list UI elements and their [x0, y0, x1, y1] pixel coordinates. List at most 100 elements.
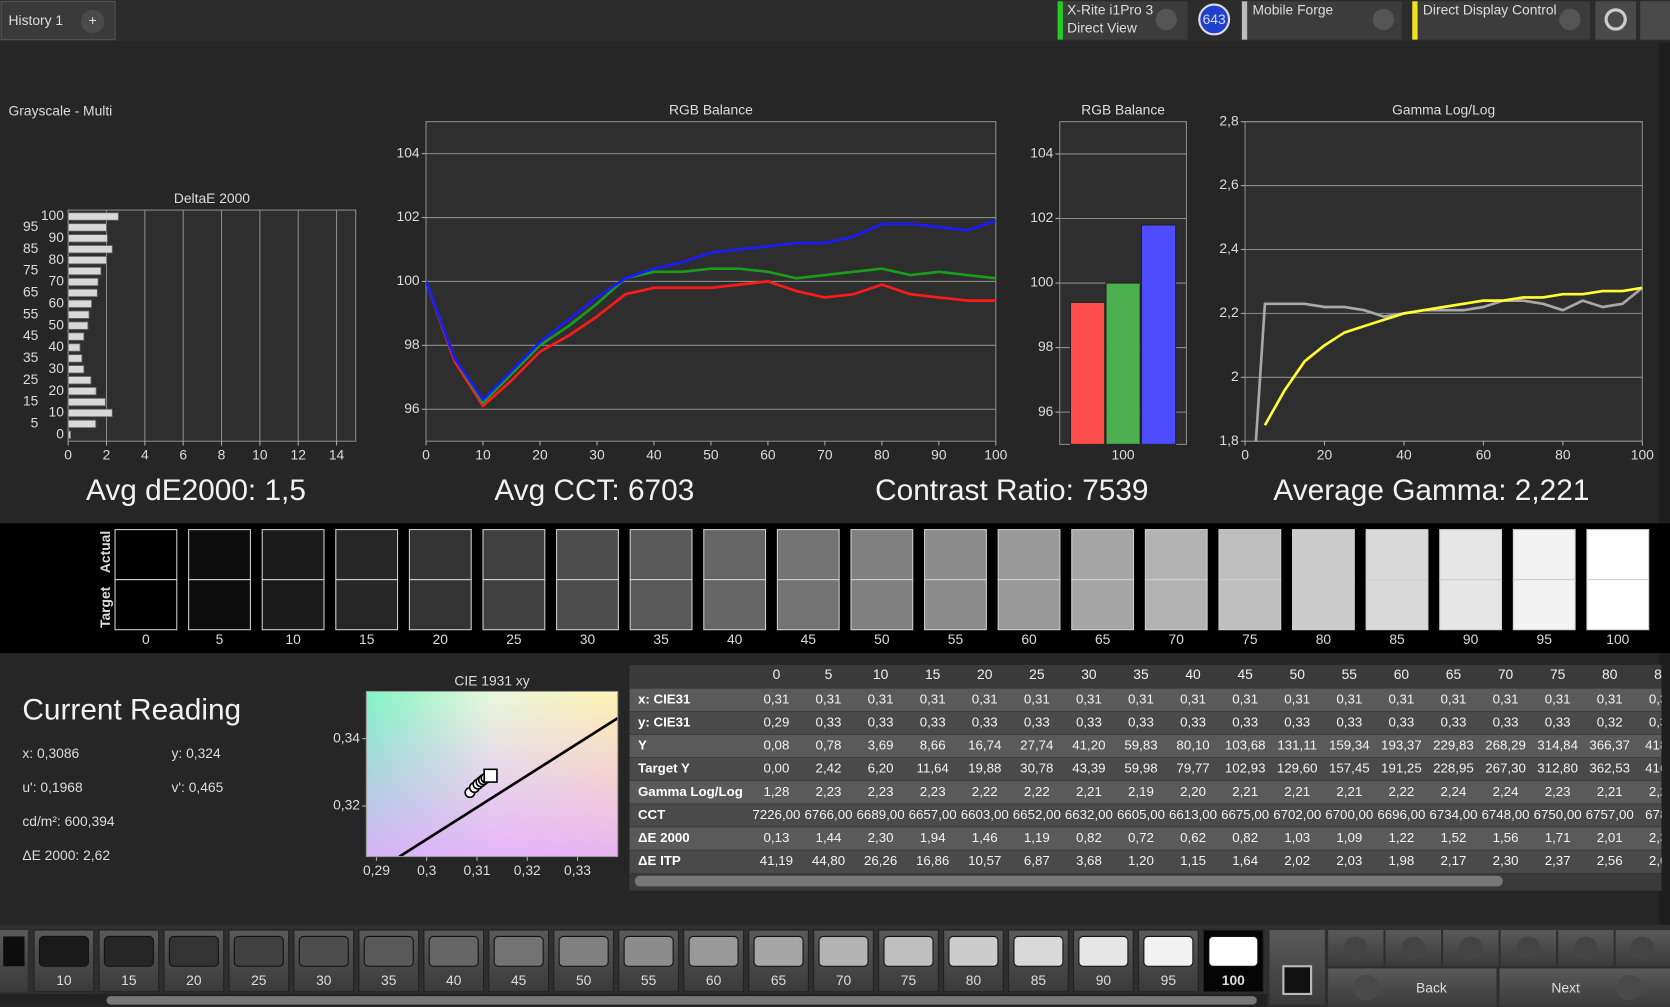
x-tick-label: 80: [1555, 447, 1571, 463]
table-cell: 0,33: [816, 714, 842, 729]
table-cell: 2,03: [1336, 853, 1362, 868]
y-tick-label: 2,2: [1219, 304, 1238, 320]
y-tick-label: 0,32: [333, 797, 360, 813]
table-cell: 0,33: [1336, 714, 1362, 729]
level-swatch: [363, 935, 414, 967]
badge[interactable]: [1198, 3, 1231, 36]
swatch-actual: [703, 529, 767, 581]
meter-name: X-Rite i1Pro 3: [1067, 2, 1153, 18]
level-label: 60: [706, 972, 722, 988]
level-label: 45: [511, 972, 527, 988]
x-tick-label: 0: [64, 447, 72, 463]
table-row: [629, 849, 1662, 874]
chart-title: RGB Balance: [669, 102, 753, 118]
swatch-actual: [1586, 529, 1650, 581]
y-tick-label: 0: [56, 425, 64, 441]
chart-title: Gamma Log/Log: [1392, 102, 1495, 118]
back-button[interactable]: [1328, 968, 1497, 1007]
row-label: y: CIE31: [638, 714, 691, 729]
x-tick-label: 6: [179, 447, 187, 463]
table-cell: 0,62: [1180, 830, 1206, 845]
gear-icon: [1604, 8, 1627, 31]
y-tick-label: 15: [23, 393, 39, 409]
table-cell: 41,20: [1072, 738, 1105, 753]
bar: [67, 310, 90, 319]
swatch-label: 90: [1463, 631, 1479, 647]
swatch-actual: [556, 529, 619, 581]
y-tick-label: 98: [1038, 338, 1054, 354]
table-cell: 0,31: [868, 691, 894, 706]
swatch-actual: [1218, 529, 1282, 581]
y-tick-label: 90: [49, 229, 65, 245]
add-tab-label: +: [89, 12, 97, 28]
level-swatch: [558, 935, 609, 967]
column-header: 80: [1602, 666, 1618, 682]
swatch-label: 85: [1389, 631, 1405, 647]
table-cell: 1,03: [1284, 830, 1310, 845]
table-cell: 6757,00: [1586, 807, 1634, 822]
collapse-button[interactable]: [1640, 1, 1670, 40]
table-cell: 44,80: [812, 853, 845, 868]
column-header: 25: [1029, 666, 1045, 682]
table-cell: 6734,00: [1429, 807, 1477, 822]
bar: [1105, 282, 1141, 445]
source-name: Mobile Forge: [1253, 2, 1334, 18]
row-label: Gamma Log/Log: [638, 784, 743, 799]
table-cell: 2,24: [1649, 784, 1670, 799]
table-cell: 0,31: [1649, 691, 1670, 706]
level-swatch: [753, 935, 804, 967]
bar: [67, 343, 81, 352]
settings-button[interactable]: [1595, 1, 1636, 40]
table-cell: 0,32: [1649, 714, 1670, 729]
table-cell: 0,31: [1024, 691, 1050, 706]
table-cell: 6702,00: [1273, 807, 1321, 822]
y-tick-label: 65: [23, 284, 39, 300]
table-cell: 8,66: [920, 738, 946, 753]
table-cell: 2,19: [1128, 784, 1154, 799]
level-swatch: [1078, 935, 1129, 967]
x-tick-label: 0: [1241, 447, 1249, 463]
y-tick-label: 85: [23, 240, 39, 256]
table-cell: 0,82: [1076, 830, 1102, 845]
next-button[interactable]: [1499, 968, 1670, 1007]
swatch-target: [997, 579, 1061, 631]
table-cell: 418,1: [1645, 738, 1670, 753]
swatch-target: [1144, 579, 1208, 631]
bar: [67, 288, 98, 298]
level-swatch: [818, 935, 869, 967]
reading-y: y: 0,324: [171, 745, 221, 761]
table-cell: 0,33: [1232, 714, 1258, 729]
table-cell: 0,31: [1597, 691, 1623, 706]
column-header: 75: [1550, 666, 1566, 682]
swatch-label: 40: [727, 631, 743, 647]
swatch-label: 65: [1095, 631, 1111, 647]
table-cell: 6750,00: [1534, 807, 1582, 822]
x-tick-label: 30: [589, 447, 605, 463]
table-cell: 2,23: [920, 784, 946, 799]
level-label: 20: [186, 972, 202, 988]
bar: [67, 299, 92, 308]
swatch-label: 15: [359, 631, 375, 647]
column-header: 15: [925, 666, 941, 682]
icon: [1630, 936, 1655, 960]
table-cell: 0,33: [868, 714, 894, 729]
series-line: [1263, 286, 1643, 426]
x-tick-label: 2: [103, 447, 111, 463]
x-tick-label: 60: [1476, 447, 1492, 463]
level-swatch: [168, 935, 219, 967]
swatch-actual: [1512, 529, 1576, 581]
bar: [67, 386, 97, 396]
series-line: [426, 280, 996, 408]
table-cell: 0,33: [1284, 714, 1310, 729]
level-swatch: [233, 935, 284, 967]
y-tick-label: 102: [397, 208, 420, 224]
table-cell: 0,31: [1180, 691, 1206, 706]
stat: Avg dE2000: 1,5: [86, 474, 306, 507]
stat: Avg CCT: 6703: [494, 474, 694, 507]
column-header: 40: [1185, 666, 1201, 682]
bottom-scrollbar-thumb[interactable]: [106, 996, 1257, 1005]
table-cell: 6748,00: [1482, 807, 1530, 822]
x-tick-label: 90: [931, 447, 947, 463]
table-cell: 0,29: [763, 714, 789, 729]
add-tab-button[interactable]: [80, 9, 105, 34]
